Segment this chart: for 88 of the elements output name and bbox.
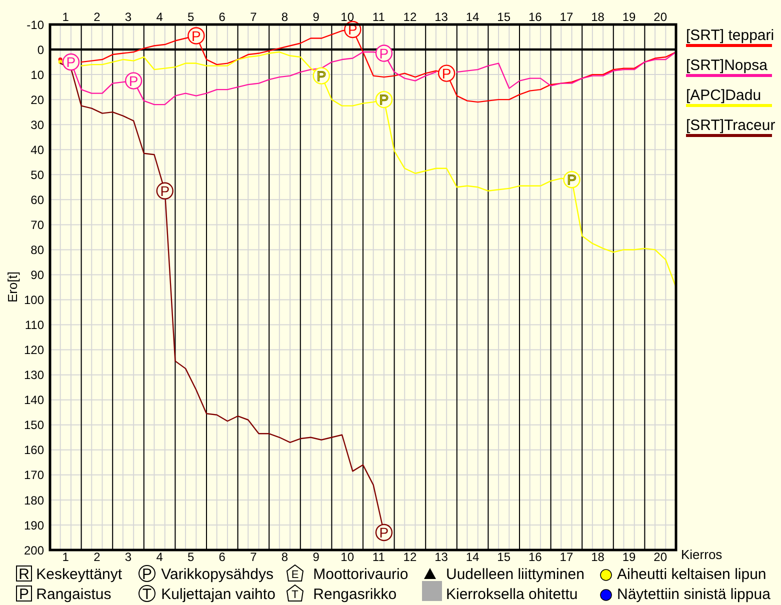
text: Aiheutti keltaisen lipun xyxy=(617,566,766,583)
x-tick-label: 8 xyxy=(281,550,288,564)
y-tick-label: 120 xyxy=(24,343,44,358)
annotation: P xyxy=(442,65,452,82)
x-tick-label: 15 xyxy=(497,550,511,564)
annotation: P xyxy=(567,172,576,188)
y-tick-label: 0 xyxy=(37,42,44,57)
x2-tick-label: 20 xyxy=(654,10,668,24)
text: [APC]Dadu xyxy=(686,87,762,104)
y-tick-label: 40 xyxy=(30,142,44,157)
x2-tick-label: 9 xyxy=(312,10,320,24)
annotation: P xyxy=(379,524,389,540)
y-tick-label: 170 xyxy=(24,468,44,482)
x2-tick-label: 12 xyxy=(403,10,417,24)
y-tick-label: 50 xyxy=(30,168,44,182)
x2-tick-label: 4 xyxy=(156,10,164,24)
x-tick-label: 17 xyxy=(560,550,574,564)
series-label: [SRT] teppari xyxy=(686,27,774,44)
x-tick-label: 13 xyxy=(434,550,448,564)
y-tick-label: 10 xyxy=(30,68,44,82)
x2-tick-label: 13 xyxy=(434,10,448,24)
y-tick-label: 90 xyxy=(30,268,44,282)
y-tick-label: 200 xyxy=(24,543,44,558)
x-tick-label: 10 xyxy=(340,550,354,564)
x2-tick-label: 8 xyxy=(281,10,288,24)
annotation: P xyxy=(160,182,170,199)
y-tick-label: 70 xyxy=(30,218,44,232)
x-tick-label: 7 xyxy=(250,550,258,564)
annotation: P xyxy=(379,45,389,62)
series-label: [SRT]Nopsa xyxy=(686,57,768,74)
text: T Kuljettajan vaihto xyxy=(142,586,276,603)
x2-tick-label: 15 xyxy=(497,10,511,24)
text: Uudelleen liittyminen xyxy=(446,566,584,583)
x2-tick-label: 18 xyxy=(591,10,605,24)
y-tick-label: 100 xyxy=(24,293,44,308)
text: E Moottorivaurio xyxy=(291,566,408,583)
annotation: P xyxy=(316,68,326,84)
y-tick-label: 80 xyxy=(30,243,44,258)
x2-tick-label: 3 xyxy=(124,10,132,24)
annotation: P xyxy=(379,92,389,108)
y-tick-label: 160 xyxy=(24,443,44,458)
x-tick-label: 4 xyxy=(156,550,164,564)
x2-tick-label: 7 xyxy=(250,10,258,24)
text: T Rengasrikko xyxy=(292,586,397,603)
x-axis-title: Kierros xyxy=(681,547,723,562)
y-tick-label: 140 xyxy=(24,393,44,408)
x-tick-label: 18 xyxy=(591,550,605,564)
text: P Varikkopysähdys xyxy=(142,566,274,583)
x-tick-label: 1 xyxy=(62,550,70,564)
x2-tick-label: 17 xyxy=(560,10,574,24)
x2-tick-label: 2 xyxy=(94,10,101,24)
y-tick-label: 150 xyxy=(24,418,44,432)
x-tick-label: 11 xyxy=(372,550,386,564)
y-tick-label: 20 xyxy=(30,92,44,107)
y-tick-label: -10 xyxy=(26,18,44,32)
x2-tick-label: 19 xyxy=(622,10,636,24)
x2-tick-label: 16 xyxy=(528,10,542,24)
text: Näytettiin sinistä lippua xyxy=(617,586,772,603)
x-tick-label: 12 xyxy=(403,550,417,564)
x-tick-label: 5 xyxy=(188,550,195,564)
text: Kierroksella ohitettu xyxy=(446,586,578,603)
x2-tick-label: 6 xyxy=(218,10,226,24)
x-tick-label: 2 xyxy=(94,550,101,564)
annotation: P xyxy=(128,72,138,89)
x-tick-label: 9 xyxy=(312,550,320,564)
x-tick-label: 14 xyxy=(466,550,480,564)
annotation: P xyxy=(192,28,201,44)
x2-tick-label: 14 xyxy=(466,10,480,24)
y-tick-label: 190 xyxy=(24,518,44,532)
x-tick-label: 6 xyxy=(218,550,226,564)
x2-tick-label: 1 xyxy=(62,10,70,24)
text: P Rangaistus xyxy=(18,586,112,603)
y-tick-label: 130 xyxy=(24,368,44,382)
y-tick-label: 180 xyxy=(24,493,44,508)
y-tick-label: 60 xyxy=(30,192,44,207)
y-tick-label: 30 xyxy=(30,118,44,132)
x-tick-label: 3 xyxy=(124,550,132,564)
x-tick-label: 16 xyxy=(528,550,542,564)
text: R Keskeyttänyt xyxy=(18,566,123,583)
text: [SRT]Traceur xyxy=(686,117,776,134)
x2-tick-label: 10 xyxy=(340,10,354,24)
x-tick-label: 20 xyxy=(654,550,668,564)
y-axis-title: Ero[t] xyxy=(5,271,20,303)
y-tick-label: 110 xyxy=(24,318,44,332)
annotation: P xyxy=(66,54,76,70)
x2-tick-label: 11 xyxy=(372,10,386,24)
x-tick-label: 19 xyxy=(622,550,636,564)
x2-tick-label: 5 xyxy=(188,10,195,24)
